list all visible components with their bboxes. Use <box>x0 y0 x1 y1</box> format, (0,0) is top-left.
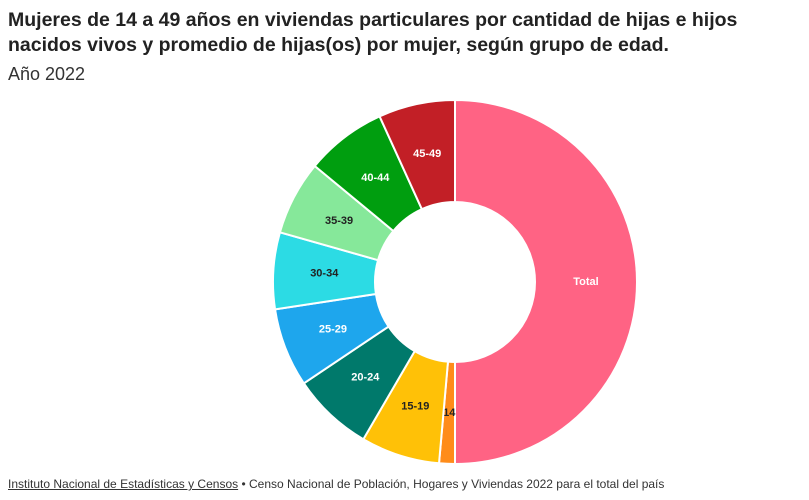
source-footer: Instituto Nacional de Estadísticas y Cen… <box>8 477 664 491</box>
slice-label-Total: Total <box>573 276 598 288</box>
footer-separator: • <box>238 477 249 491</box>
source-link[interactable]: Instituto Nacional de Estadísticas y Cen… <box>8 477 239 491</box>
slice-label-40-44: 40-44 <box>361 172 390 184</box>
chart-title: Mujeres de 14 a 49 años en viviendas par… <box>8 9 738 56</box>
slice-label-14: 14 <box>443 407 456 419</box>
slice-label-30-34: 30-34 <box>310 268 339 280</box>
slice-label-35-39: 35-39 <box>325 215 353 227</box>
slice-label-20-24: 20-24 <box>351 371 380 383</box>
slice-label-45-49: 45-49 <box>413 148 441 160</box>
chart-subtitle: Año 2022 <box>8 64 86 84</box>
slice-label-25-29: 25-29 <box>319 323 347 335</box>
source-note: Censo Nacional de Población, Hogares y V… <box>249 477 665 491</box>
slice-label-15-19: 15-19 <box>401 401 429 413</box>
slice-Total[interactable] <box>454 98 638 466</box>
slice-45-49[interactable] <box>378 98 456 211</box>
